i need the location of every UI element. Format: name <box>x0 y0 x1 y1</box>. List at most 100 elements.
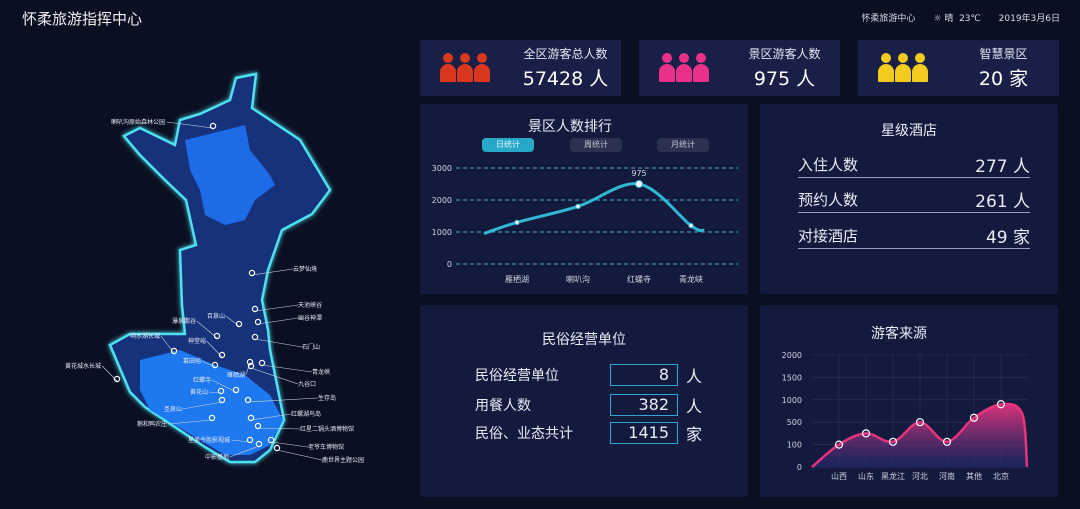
row-value: 382 <box>610 394 678 416</box>
map-pin-icon <box>218 351 226 359</box>
lake-south <box>140 350 283 455</box>
map-label: 黄花城水长城 <box>65 362 101 370</box>
map-label: 老爷车博物馆 <box>308 443 344 451</box>
x-tick-label: 其他 <box>966 471 982 481</box>
stat-label: 智慧景区 <box>979 47 1028 61</box>
map-label: 鹿世界主题公园 <box>322 456 364 464</box>
tab-weekly[interactable]: 周统计 <box>570 138 622 152</box>
map-pin-icon <box>251 305 259 313</box>
map-pin-icon <box>247 362 255 370</box>
stat-value: 975 人 <box>753 68 816 90</box>
x-tick-label: 山东 <box>858 471 874 481</box>
map-pin-icon <box>208 414 216 422</box>
hotel-row: 对接酒店 49 家 <box>798 223 1030 249</box>
data-point <box>888 437 898 446</box>
map-pin-icon <box>273 444 281 452</box>
map-pin-icon <box>170 347 178 355</box>
y-tick-label: 1500 <box>782 373 802 382</box>
ranking-panel: 景区人数排行 日统计 周统计 月统计 0 1000 2000 3000 雁栖湖 喇叭沟 红螺… <box>420 104 748 294</box>
people-icon <box>420 53 510 83</box>
map-label: 百泉山 <box>207 312 225 320</box>
source-chart: 0 100 500 1000 1500 2000 山西 山东 黑龙江 河北 河南 其他 北京 <box>782 351 1029 481</box>
weather-text: 晴 <box>944 14 954 24</box>
stat-card-smart: 智慧景区 20 家 <box>858 40 1059 96</box>
series-area <box>812 403 1027 467</box>
map-pin-icon <box>248 269 256 277</box>
map-label: 石门山 <box>302 343 320 351</box>
x-tick-label: 雁栖湖 <box>505 274 529 284</box>
map-label: 天池峡谷 <box>298 301 322 309</box>
leader-line <box>182 401 223 410</box>
x-tick-label: 山西 <box>831 471 847 481</box>
hotel-panel: 星级酒店 入住人数 277 人 预约人数 261 人 对接酒店 49 家 <box>760 104 1058 294</box>
map-label: 圣泉山 <box>164 405 182 413</box>
data-point <box>969 413 979 422</box>
map-label: 红螺湖鸟岛 <box>291 410 321 418</box>
leader-line <box>247 397 319 403</box>
data-point <box>996 400 1006 409</box>
x-tick-label: 黑龙江 <box>881 471 905 481</box>
map-label: 喇叭沟原始森林公园 <box>111 118 165 126</box>
row-label: 用餐人数 <box>475 398 531 414</box>
series-line <box>483 182 705 236</box>
leader-line <box>231 439 251 443</box>
map-label: 响水湖长城 <box>130 332 160 340</box>
stat-value: 57428 人 <box>522 68 609 90</box>
leader-line <box>276 449 323 461</box>
map-label: 生存岛 <box>318 394 336 402</box>
x-tick-label: 青龙峡 <box>679 274 703 284</box>
map-label: 中影基地 <box>205 453 229 461</box>
panel-title: 星级酒店 <box>881 123 937 139</box>
map-pin-icon <box>213 332 221 340</box>
x-tick-label: 河南 <box>939 471 955 481</box>
y-tick-label: 2000 <box>432 196 452 205</box>
data-point <box>635 180 643 188</box>
row-label: 入住人数 <box>798 156 859 174</box>
map-pin-icon <box>209 122 217 130</box>
stat-card-scenic: 景区游客人数 975 人 <box>639 40 840 96</box>
stat-label: 景区游客人数 <box>748 47 821 61</box>
people-icon <box>639 53 729 83</box>
map-label: 瀑泉鹏谷 <box>172 317 196 325</box>
leader-line <box>254 304 299 312</box>
row-unit: 人 <box>686 397 703 416</box>
map-pin-icon <box>254 318 262 326</box>
data-point <box>915 418 925 427</box>
map-label: 黄花山 <box>190 388 208 396</box>
data-point <box>834 440 844 449</box>
weather: ☼ 晴 23℃ <box>933 11 980 24</box>
y-tick-label: 500 <box>787 418 802 427</box>
stat-value: 20 家 <box>978 68 1029 90</box>
leader-line <box>250 367 299 385</box>
y-tick-label: 1000 <box>782 396 802 405</box>
map-pin-icon <box>247 414 255 422</box>
map-label: 慕田峪 <box>183 357 201 365</box>
map-label: 红星二锅头酒博物馆 <box>300 425 354 433</box>
y-tick-label: 1000 <box>432 228 452 237</box>
leader-line <box>229 445 260 458</box>
map-pin-icon <box>211 361 219 369</box>
row-value: 261 人 <box>975 192 1030 212</box>
map-pin-icon <box>254 422 262 430</box>
map-pin-icon <box>258 359 266 367</box>
tab-monthly[interactable]: 月统计 <box>657 138 709 152</box>
data-point <box>688 222 694 229</box>
map-pin-icon <box>113 375 121 383</box>
leader-line <box>257 427 301 430</box>
data-point <box>575 203 581 210</box>
stat-card-total: 全区游客总人数 57428 人 <box>420 40 621 96</box>
row-value: 8 <box>610 364 678 386</box>
leader-line <box>245 363 251 376</box>
y-tick-label: 0 <box>797 463 802 472</box>
leader-line <box>166 121 214 129</box>
district-map: 喇叭沟原始森林公园 云梦仙境 天池峡谷 幽谷神潭 百泉山 瀑泉鹏谷 神堂峪 石门山 响水湖长城慕… <box>0 60 400 500</box>
map-pin-icon <box>232 386 240 394</box>
leader-line <box>250 413 292 421</box>
data-point <box>942 437 952 446</box>
leader-line <box>261 364 313 373</box>
tab-daily[interactable]: 日统计 <box>482 138 534 152</box>
row-value: 277 人 <box>975 157 1030 177</box>
map-pin-icon <box>255 440 263 448</box>
map-label: 九谷口 <box>298 380 316 388</box>
hotel-row: 入住人数 277 人 <box>798 152 1030 178</box>
